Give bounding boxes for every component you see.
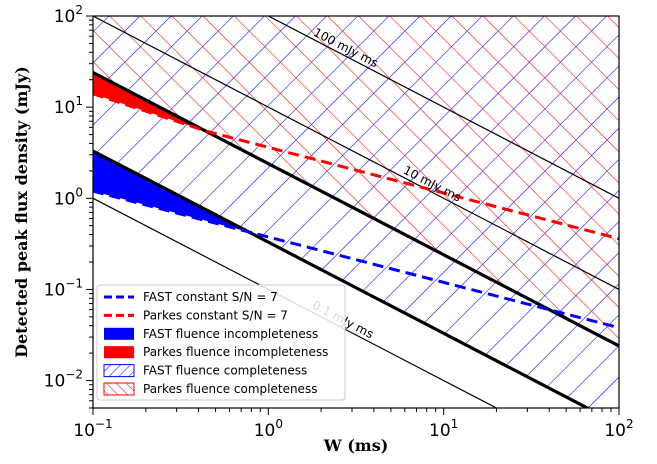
legend-swatch (103, 382, 135, 396)
y-tick-label: 102 (54, 3, 83, 27)
y-axis-ticks: 10−2 10−1 100 101 102 (44, 3, 93, 409)
y-tick-label: 101 (54, 94, 83, 118)
legend-label: FAST constant S/N = 7 (143, 290, 278, 304)
y-tick-label: 10−1 (44, 276, 83, 300)
constant-sn-lines (93, 92, 619, 330)
fluence-limit-line (93, 149, 591, 408)
parkes-completeness-hatch (93, 16, 619, 346)
legend-label: FAST fluence incompleteness (143, 327, 318, 341)
constant-sn-line (93, 92, 619, 241)
y-axis-label: Detected peak flux density (mJy) (12, 66, 31, 358)
x-tick-label: 101 (429, 417, 458, 441)
fluence-line (93, 16, 619, 290)
y-tick-label: 100 (54, 185, 83, 209)
fluence-lines (93, 16, 619, 408)
legend-label: FAST fluence completeness (143, 364, 307, 378)
fluence-line (267, 16, 619, 199)
legend-label: Parkes constant S/N = 7 (143, 308, 288, 322)
plot-area (93, 16, 619, 408)
legend-label: Parkes fluence incompleteness (143, 345, 328, 359)
fluence-line (93, 197, 498, 408)
x-tick-label: 10−1 (73, 417, 112, 441)
fluence-limit-line (93, 71, 619, 348)
x-axis-label: W (ms) (323, 436, 389, 455)
x-axis-ticks: 10−1 100 101 102 (73, 408, 634, 441)
legend: FAST constant S/N = 7 Parkes constant S/N… (96, 284, 346, 401)
y-tick-label: 10−2 (44, 368, 83, 392)
legend-swatch (103, 364, 135, 378)
legend-swatch (104, 327, 134, 340)
fluence-limit-lines (93, 71, 619, 408)
legend-swatch (104, 346, 134, 359)
legend-label: Parkes fluence completeness (143, 382, 317, 396)
x-tick-label: 100 (254, 417, 283, 441)
constant-sn-line (93, 189, 619, 330)
x-tick-label: 102 (604, 417, 633, 441)
legend-box (96, 284, 346, 401)
